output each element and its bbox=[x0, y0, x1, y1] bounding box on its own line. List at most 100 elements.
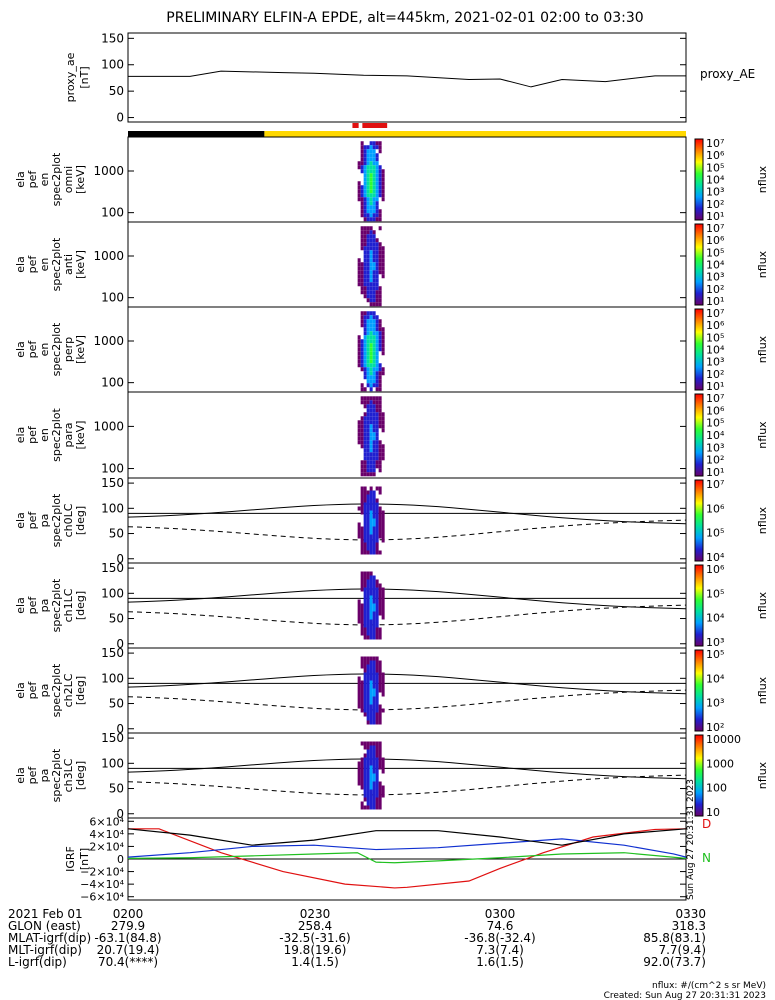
spectrogram-cell bbox=[366, 258, 370, 263]
spectrogram-cell bbox=[378, 607, 382, 612]
timestamp-stamp: Sun Aug 27 20:31:31 2023 bbox=[686, 779, 696, 900]
spectrogram-cell bbox=[357, 363, 361, 368]
spectrogram-cell bbox=[366, 412, 370, 417]
spectrogram-cell bbox=[372, 514, 376, 519]
spectrogram-cell bbox=[363, 436, 367, 441]
y-axis-label: [nT] bbox=[78, 66, 91, 88]
spectrogram-cell bbox=[357, 522, 361, 527]
y-axis-label: en bbox=[38, 173, 51, 187]
spectrogram-cell bbox=[366, 765, 370, 770]
spectrogram-cell bbox=[378, 745, 382, 750]
spectrogram-cell bbox=[378, 781, 382, 786]
spectrogram-cell bbox=[381, 444, 385, 449]
spectrogram-cell bbox=[375, 205, 379, 210]
spectrogram-cell bbox=[372, 595, 376, 600]
spectrogram-cell bbox=[369, 801, 373, 806]
spectrogram-cell bbox=[360, 472, 364, 477]
spectrogram-cell bbox=[369, 226, 373, 231]
spectrogram-cell bbox=[363, 773, 367, 778]
spectrogram-cell bbox=[366, 262, 370, 267]
spectrogram-cell bbox=[360, 230, 364, 235]
spectrogram-cell bbox=[378, 290, 382, 295]
spectrogram-cell bbox=[375, 396, 379, 401]
spectrogram-cell bbox=[375, 404, 379, 409]
spectrogram-cell bbox=[363, 250, 367, 255]
spectrogram-cell bbox=[363, 226, 367, 231]
spectrogram-cell bbox=[372, 716, 376, 721]
spectrogram-cell bbox=[363, 793, 367, 798]
spectrogram-cell bbox=[357, 680, 361, 685]
colorbar bbox=[694, 223, 704, 306]
spectrogram-cell bbox=[372, 311, 376, 316]
spectrogram-cell bbox=[375, 672, 379, 677]
spectrogram-cell bbox=[360, 226, 364, 231]
spectrogram-cell bbox=[357, 258, 361, 263]
spectrogram-cell bbox=[360, 282, 364, 287]
spectrogram-cell bbox=[369, 720, 373, 725]
spectrogram-cell bbox=[375, 753, 379, 758]
spectrogram-cell bbox=[366, 793, 370, 798]
spectrogram-cell bbox=[363, 777, 367, 782]
spectrogram-cell bbox=[369, 460, 373, 465]
colorbar-tick-label: 10⁷ bbox=[706, 222, 724, 235]
spectrogram-cell bbox=[357, 684, 361, 689]
footer-cell: GLON (east) bbox=[8, 919, 81, 933]
colorbar bbox=[694, 393, 704, 477]
spectrogram-cell bbox=[363, 311, 367, 316]
spectrogram-cell bbox=[375, 789, 379, 794]
spectrogram-cell bbox=[372, 250, 376, 255]
spectrogram-cell bbox=[357, 765, 361, 770]
spectrogram-cell bbox=[378, 347, 382, 352]
anti-loss-cone-line bbox=[127, 689, 687, 711]
spectrogram-cell bbox=[375, 664, 379, 669]
spectrogram-cell bbox=[360, 530, 364, 535]
spectrogram-cell bbox=[363, 387, 367, 392]
spectrogram-cell bbox=[360, 664, 364, 669]
panel-8: ela pef pa spec2plot ch3LC [deg] 150 100 50 0 1000… bbox=[14, 731, 769, 821]
spectrogram-cell bbox=[381, 177, 385, 182]
spectrogram-cell bbox=[375, 254, 379, 259]
spectrogram-cell bbox=[378, 408, 382, 413]
spectrogram-cell bbox=[378, 660, 382, 665]
spectrogram-cell bbox=[369, 797, 373, 802]
spectrogram-cell bbox=[360, 603, 364, 608]
spectrogram-cell bbox=[381, 339, 385, 344]
spectrogram-cell bbox=[369, 266, 373, 271]
spectrogram-cell bbox=[375, 464, 379, 469]
spectrogram-cell bbox=[366, 494, 370, 499]
spectrogram-cell bbox=[375, 424, 379, 429]
spectrogram-cell bbox=[381, 672, 385, 677]
y-tick-label: 0 bbox=[116, 807, 124, 821]
spectrogram-cell bbox=[366, 490, 370, 495]
spectrogram-cell bbox=[369, 785, 373, 790]
spectrogram-cell bbox=[372, 765, 376, 770]
spectrogram-cell bbox=[375, 546, 379, 551]
spectrogram-cell bbox=[381, 274, 385, 279]
spectrogram-cell bbox=[366, 761, 370, 766]
spectrogram-cell bbox=[381, 522, 385, 527]
spectrogram-cell bbox=[366, 242, 370, 247]
spectrogram-cell bbox=[378, 440, 382, 445]
spectrogram-cell bbox=[366, 607, 370, 612]
spectrogram-cell bbox=[363, 428, 367, 433]
spectrogram-cell bbox=[363, 217, 367, 222]
spectrogram-cell bbox=[378, 712, 382, 717]
spectrogram-cell bbox=[363, 468, 367, 473]
spectrogram-cell bbox=[369, 777, 373, 782]
spectrogram-cell bbox=[369, 716, 373, 721]
spectrogram-cell bbox=[372, 468, 376, 473]
spectrogram-cell bbox=[366, 797, 370, 802]
spectrogram-cell bbox=[366, 460, 370, 465]
spectrogram-cell bbox=[375, 339, 379, 344]
y-tick-label: 150 bbox=[101, 731, 124, 745]
spectrogram-cell bbox=[366, 583, 370, 588]
spectrogram-cell bbox=[375, 343, 379, 348]
spectrogram-cell bbox=[372, 668, 376, 673]
spectrogram-cell bbox=[372, 270, 376, 275]
spectrogram-cell bbox=[363, 201, 367, 206]
spectrogram-cell bbox=[375, 246, 379, 251]
spectrogram-cell bbox=[366, 440, 370, 445]
spectrogram-cell bbox=[375, 716, 379, 721]
spectrogram-cell bbox=[369, 181, 373, 186]
panel-6: ela pef pa spec2plot ch1LC [deg] 150 100 50 0 10⁶ 1… bbox=[14, 561, 769, 651]
